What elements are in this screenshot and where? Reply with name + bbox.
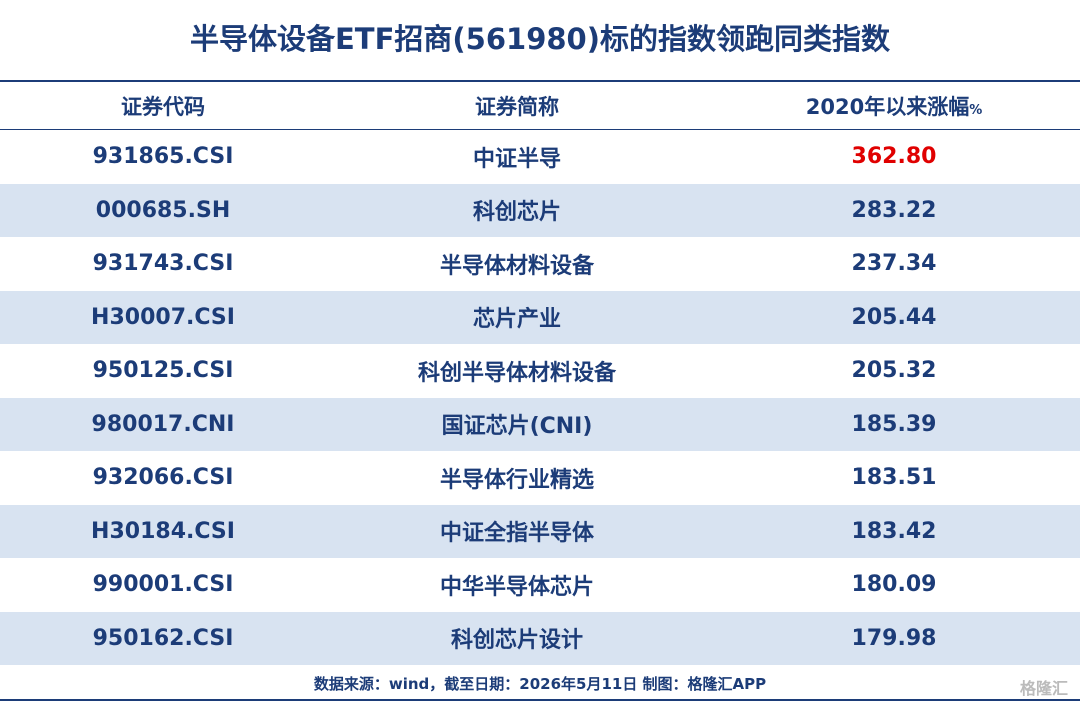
table-cell: 180.09 xyxy=(851,572,937,598)
table-cell: 中华半导体芯片 xyxy=(439,574,594,600)
table-cell: H30184.CSI xyxy=(91,518,235,544)
table-row: 990001.CSI 中华半导体芯片 180.09 xyxy=(0,558,1080,612)
table-cell: 990001.CSI xyxy=(92,572,234,598)
watermark: 格隆汇 xyxy=(1019,679,1068,698)
table-cell: 中证全指半导体 xyxy=(439,521,594,547)
column-header: 2020年以来涨幅% xyxy=(708,91,1080,121)
table-cell: 半导体行业精选 xyxy=(439,467,594,493)
table-cell: 183.51 xyxy=(851,465,937,491)
table-cell: 931743.CSI xyxy=(92,251,234,277)
table-row: 980017.CNI 国证芯片(CNI) 185.39 xyxy=(0,397,1080,451)
table-row: 950125.CSI 科创半导体材料设备 205.32 xyxy=(0,344,1080,398)
footer: 数据来源：wind，截至日期：2026年5月11日 制图：格隆汇APP xyxy=(0,663,1080,701)
table-cell: 931865.CSI xyxy=(92,144,234,170)
table-cell: 179.98 xyxy=(851,625,937,651)
table-cell: 科创芯片 xyxy=(472,200,561,226)
table-cell: H30007.CSI xyxy=(91,304,235,330)
table-cell: 980017.CNI xyxy=(91,411,235,437)
column-header: 证券代码 xyxy=(121,94,205,119)
table-cell: 科创芯片设计 xyxy=(450,628,583,654)
table-cell: 932066.CSI xyxy=(92,465,234,491)
table-row: 931743.CSI 半导体材料设备 237.34 xyxy=(0,237,1080,291)
table-cell: 205.32 xyxy=(851,358,937,384)
table-cell: 237.34 xyxy=(851,251,937,277)
table-cell: 科创半导体材料设备 xyxy=(417,360,616,386)
table-cell: 283.22 xyxy=(851,197,937,223)
table-cell: 183.42 xyxy=(851,518,937,544)
table-row: 931865.CSI 中证半导 362.80 xyxy=(0,130,1080,184)
table-cell: 000685.SH xyxy=(95,197,231,223)
table-cell: 950125.CSI xyxy=(92,358,234,384)
column-header-text: 2020年以来涨幅 xyxy=(805,94,970,119)
header-row: 证券代码 证券简称 2020年以来涨幅% xyxy=(0,80,1080,130)
title: 半导体设备ETF招商(561980)标的指数领跑同类指数 xyxy=(190,22,890,56)
table-cell: 362.80 xyxy=(851,144,937,170)
table-row: H30007.CSI 芯片产业 205.44 xyxy=(0,290,1080,344)
table-row: 932066.CSI 半导体行业精选 183.51 xyxy=(0,451,1080,505)
table-body: 931865.CSI 中证半导 362.80 000685.SH 科创芯片 283.22 9… xyxy=(0,130,1080,665)
table-cell: 半导体材料设备 xyxy=(439,253,594,279)
table-cell: 205.44 xyxy=(851,304,937,330)
column-header: 证券简称 xyxy=(475,94,559,119)
table-cell: 中证半导 xyxy=(472,146,561,172)
table-cell: 185.39 xyxy=(851,411,937,437)
table-row: 000685.SH 科创芯片 283.22 xyxy=(0,183,1080,237)
table-cell: 芯片产业 xyxy=(472,307,561,333)
table: 证券代码 证券简称 2020年以来涨幅% 931865.CSI 中证半导 362.8… xyxy=(0,80,1080,665)
table-cell: 950162.CSI xyxy=(92,625,234,651)
table-row: H30184.CSI 中证全指半导体 183.42 xyxy=(0,504,1080,558)
unit: % xyxy=(969,102,983,118)
table-cell: 国证芯片(CNI) xyxy=(441,414,593,440)
table-row: 950162.CSI 科创芯片设计 179.98 xyxy=(0,611,1080,665)
